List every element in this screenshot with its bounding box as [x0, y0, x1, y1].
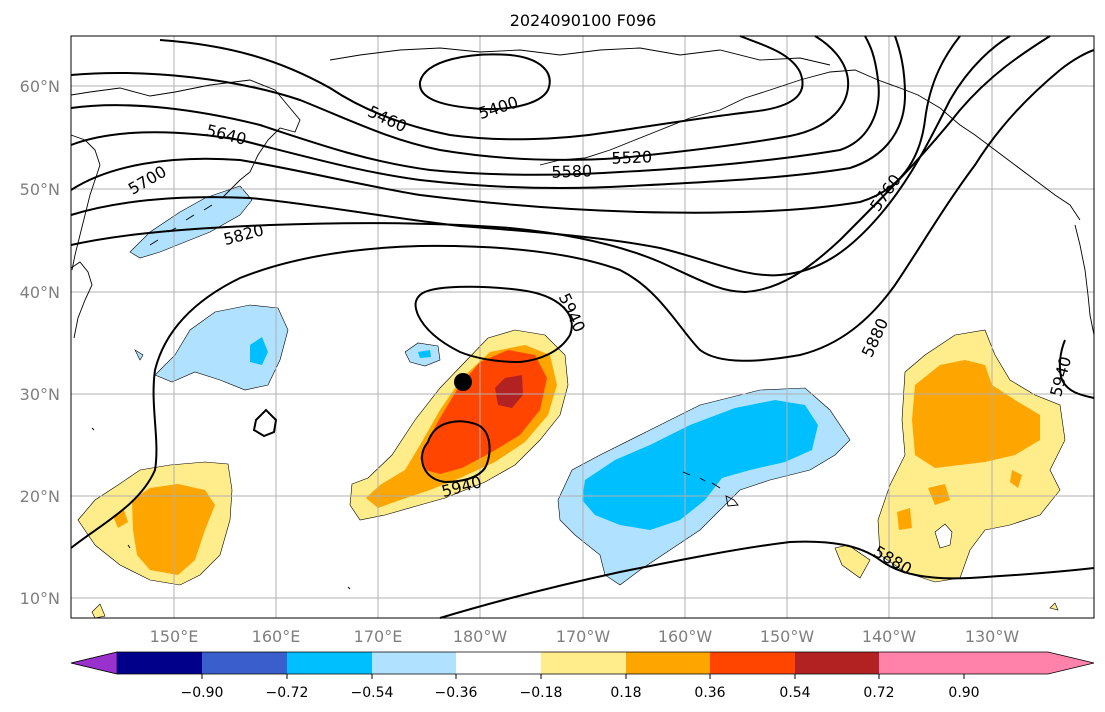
- lon-label-160w: 160°W: [658, 627, 713, 646]
- colorbar-segment: [456, 652, 541, 674]
- colorbar-tick-label: 0.72: [863, 685, 894, 701]
- coastline-kamchatka: [70, 79, 301, 199]
- contour-5580: [70, 35, 880, 176]
- colorbar-tick-label: 0.90: [948, 685, 979, 701]
- lon-label-130w: 130°W: [965, 627, 1020, 646]
- latitude-labels: 60°N 50°N 40°N 30°N 20°N 10°N: [20, 77, 60, 608]
- colorbar-tick-label: −0.54: [351, 685, 394, 701]
- positive-anomaly-east-spot-c: [1010, 470, 1022, 488]
- positive-anomaly-east-hole: [934, 523, 953, 549]
- contour-5400: [418, 53, 551, 111]
- colorbar-segment: [287, 652, 372, 674]
- positive-anomaly-islet-b: [1049, 602, 1059, 611]
- negative-anomaly-northwest-core: [250, 337, 268, 365]
- coastline-island-small: [91, 427, 351, 590]
- colorbar-segment: [202, 652, 287, 674]
- colorbar-segment: [626, 652, 710, 674]
- colorbar-segment: [795, 652, 879, 674]
- colorbar-tick-label: −0.90: [181, 685, 224, 701]
- colorbar-tick-label: −0.72: [266, 685, 309, 701]
- coastline-japan: [70, 261, 93, 339]
- lon-label-180w: 180°W: [453, 627, 508, 646]
- colorbar-tick-label: 0.18: [610, 685, 641, 701]
- colorbar-segment: [372, 652, 456, 674]
- contour-5760: [70, 35, 1011, 277]
- colorbar-tick-label: 0.54: [779, 685, 810, 701]
- contour-5460: [159, 35, 804, 141]
- colorbar-extend-low: [70, 651, 118, 675]
- colorbar-extend-high: [964, 652, 1094, 674]
- contour-5820: [70, 35, 1051, 294]
- positive-anomaly-central-peak: [495, 375, 523, 408]
- coastlines: [70, 47, 1095, 590]
- lat-label-10n: 10°N: [20, 589, 60, 608]
- colorbar-segment: [117, 652, 202, 674]
- graticule: [71, 36, 1094, 618]
- lat-label-60n: 60°N: [20, 77, 60, 96]
- colorbar-segment: [879, 652, 964, 674]
- positive-anomaly-east-core: [912, 360, 1040, 468]
- coastline-okhotsk: [70, 134, 101, 271]
- lon-label-170w: 170°W: [556, 627, 611, 646]
- colorbar-tick-label: 0.36: [694, 685, 725, 701]
- lon-label-160e: 160°E: [252, 627, 301, 646]
- colorbar: −0.90 −0.72 −0.54 −0.36 −0.18 0.18 0.36 …: [70, 651, 1095, 701]
- contour-5520: [70, 35, 850, 161]
- colorbar-tick-label: −0.36: [435, 685, 478, 701]
- colorbar-tick-labels: −0.90 −0.72 −0.54 −0.36 −0.18 0.18 0.36 …: [181, 685, 980, 701]
- lat-label-50n: 50°N: [20, 180, 60, 199]
- map-panel: 5400 5460 5520 5580 5640 5700 5760 5820 …: [70, 35, 1095, 619]
- longitude-labels: 150°E 160°E 170°E 180°W 170°W 160°W 150°…: [150, 627, 1020, 646]
- lon-label-140w: 140°W: [862, 627, 917, 646]
- coastline-west-coast: [1074, 224, 1095, 336]
- negative-anomaly-northwest: [154, 304, 289, 391]
- contour-5880-north: [70, 49, 1095, 549]
- height-contours: [70, 35, 1095, 619]
- positive-anomaly-islet-c: [91, 603, 106, 619]
- lat-label-20n: 20°N: [20, 487, 60, 506]
- lon-label-150e: 150°E: [150, 627, 199, 646]
- contour-5880-island: [252, 408, 278, 438]
- positive-anomaly-east-spot-b: [897, 508, 912, 530]
- lat-label-40n: 40°N: [20, 283, 60, 302]
- contour-5640: [70, 35, 907, 189]
- negative-anomaly-tiny: [134, 349, 144, 361]
- contour-5880-south: [439, 540, 1095, 619]
- lat-label-30n: 30°N: [20, 385, 60, 404]
- coastline-bering-north: [329, 47, 831, 66]
- colorbar-segment: [541, 652, 626, 674]
- colorbar-outline: [70, 651, 1095, 675]
- lon-label-150w: 150°W: [760, 627, 815, 646]
- contour-5940-north: [414, 285, 573, 364]
- colorbar-tick-label: −0.18: [520, 685, 563, 701]
- colorbar-segment: [710, 652, 795, 674]
- coastline-hawaii: [682, 471, 739, 507]
- negative-anomaly-small-core: [418, 350, 431, 358]
- contour-label-5580: 5580: [551, 161, 592, 181]
- map-title: 2024090100 F096: [510, 11, 657, 30]
- anomaly-shading: [77, 185, 1066, 619]
- contour-5700: [70, 35, 961, 214]
- lon-label-170e: 170°E: [354, 627, 403, 646]
- map-frame: [70, 35, 1095, 619]
- coastline-alaska: [539, 69, 1081, 221]
- contour-label-5520: 5520: [611, 147, 652, 167]
- positive-anomaly-east-spot-a: [928, 484, 950, 505]
- negative-anomaly-central-core: [582, 400, 818, 530]
- contour-5940-central: [420, 420, 491, 484]
- negative-anomaly-kurils: [129, 185, 253, 259]
- storm-position-dot: [454, 373, 472, 391]
- contour-5940-east: [1058, 339, 1095, 399]
- colorbar-ticks: [201, 674, 965, 679]
